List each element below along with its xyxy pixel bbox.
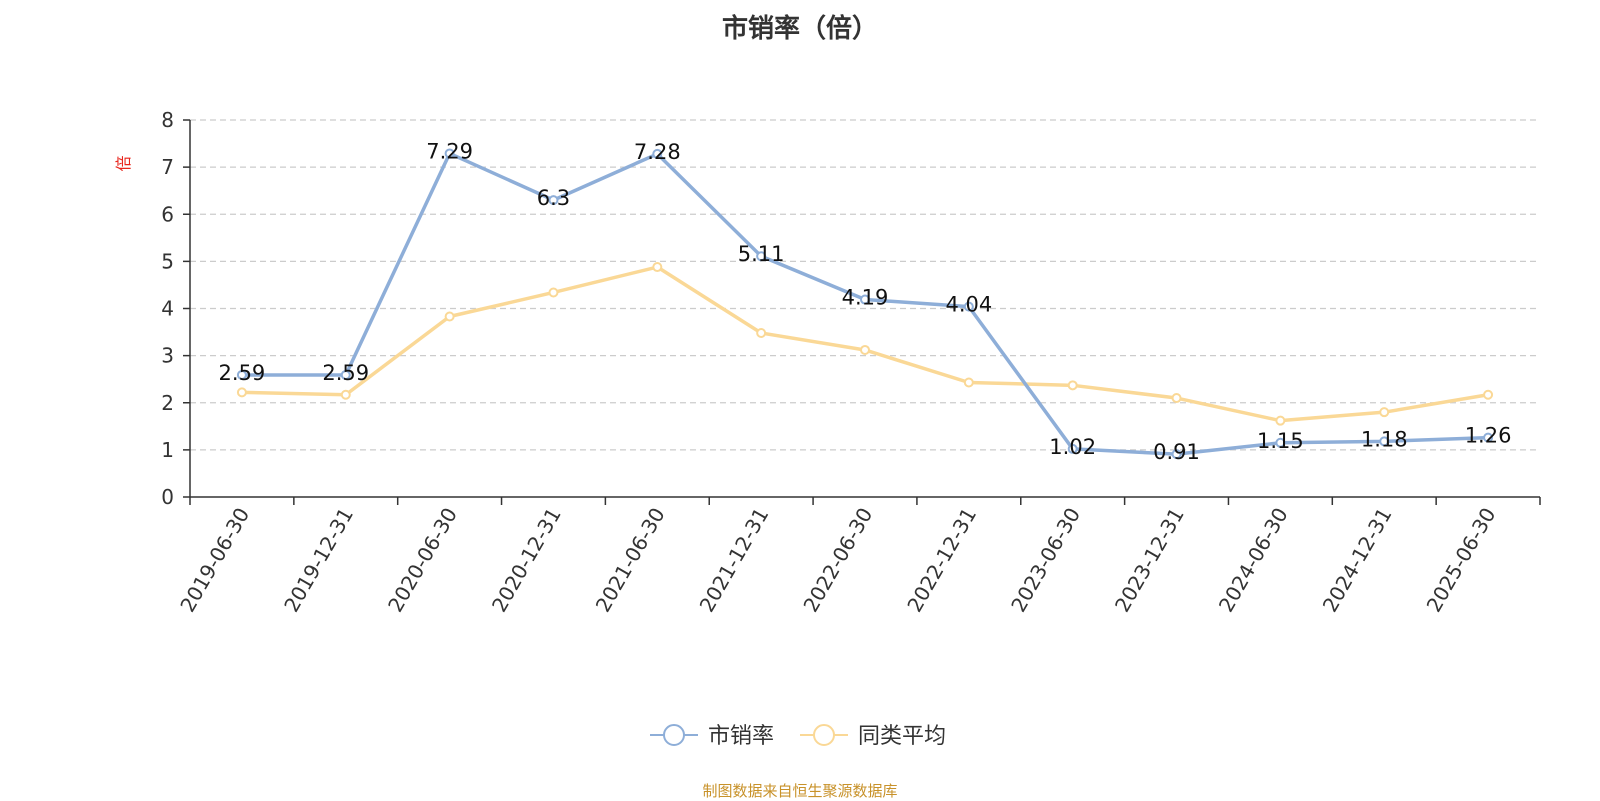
data-label: 1.15	[1257, 429, 1304, 453]
data-point[interactable]	[652, 148, 663, 159]
series-lines	[236, 148, 1494, 460]
data-point[interactable]	[340, 389, 351, 400]
data-point[interactable]	[548, 195, 559, 206]
data-point[interactable]	[1171, 449, 1182, 460]
data-labels: 2.59 2.59 7.29 6.3 7.28 5.11 4.19 4.04 1.02 0.91 1…	[219, 139, 1512, 464]
legend-swatch-marker[interactable]	[813, 724, 835, 746]
grid-lines	[190, 119, 1540, 451]
y-tick-label: 2	[161, 391, 174, 415]
x-tick-label: 2023-06-30	[1006, 504, 1085, 617]
data-label: 2.59	[322, 361, 369, 385]
data-point[interactable]	[1171, 393, 1182, 404]
y-tick-label: 1	[161, 438, 174, 462]
data-label: 6.3	[537, 186, 570, 210]
x-tick-label: 2022-12-31	[902, 504, 981, 617]
data-point[interactable]	[1379, 436, 1390, 447]
data-point[interactable]	[756, 328, 767, 339]
x-tick-label: 2021-12-31	[695, 504, 774, 617]
data-point[interactable]	[444, 311, 455, 322]
data-point[interactable]	[860, 294, 870, 305]
data-point[interactable]	[340, 369, 351, 380]
legend[interactable]: 市销率 同类平均	[650, 724, 946, 749]
x-tick-label: 2020-06-30	[383, 503, 462, 616]
x-tick-label: 2024-06-30	[1214, 504, 1293, 617]
data-point[interactable]	[860, 344, 870, 355]
data-point[interactable]	[548, 287, 559, 298]
data-point[interactable]	[1067, 380, 1078, 391]
x-tick-label: 2021-06-30	[591, 504, 670, 617]
data-point[interactable]	[1275, 437, 1286, 448]
data-point[interactable]	[756, 251, 767, 262]
data-label: 1.26	[1465, 424, 1512, 448]
data-point[interactable]	[236, 387, 247, 398]
source-note: 制图数据来自恒生聚源数据库	[702, 782, 898, 800]
data-label: 1.02	[1049, 435, 1096, 459]
data-point[interactable]	[236, 369, 247, 380]
data-point[interactable]	[963, 377, 974, 388]
y-tick-label: 4	[161, 297, 174, 321]
y-tick-label: 3	[161, 344, 174, 368]
data-point[interactable]	[963, 301, 974, 312]
x-tick-label: 2020-12-31	[487, 504, 566, 617]
data-label: 0.91	[1153, 440, 1200, 464]
data-label: 7.28	[634, 140, 681, 164]
legend-label[interactable]: 市销率	[708, 724, 774, 749]
data-point[interactable]	[1379, 407, 1390, 418]
x-tick-label: 2019-06-30	[175, 504, 254, 617]
legend-swatch-marker[interactable]	[663, 724, 685, 746]
y-tick-label: 7	[161, 155, 174, 179]
y-tick-label: 8	[161, 108, 174, 132]
x-tick-label: 2023-12-31	[1110, 504, 1189, 617]
x-tick-label: 2019-12-31	[279, 504, 358, 617]
x-tick-label: 2025-06-30	[1422, 504, 1501, 617]
y-axis-label: 倍	[114, 155, 133, 171]
y-tick-label: 0	[161, 485, 174, 509]
legend-label[interactable]: 同类平均	[858, 724, 946, 749]
data-label: 1.18	[1361, 427, 1408, 451]
x-tick-label: 2024-12-31	[1318, 504, 1397, 617]
data-label: 7.29	[426, 139, 473, 163]
data-label: 2.59	[219, 361, 266, 385]
x-tick-label: 2022-06-30	[798, 504, 877, 617]
data-point[interactable]	[1067, 443, 1078, 454]
data-point[interactable]	[1275, 415, 1286, 426]
y-tick-label: 5	[161, 249, 174, 273]
data-point[interactable]	[1483, 389, 1494, 400]
y-tick-label: 6	[161, 202, 174, 226]
data-point[interactable]	[652, 262, 663, 273]
data-point[interactable]	[1483, 432, 1494, 443]
chart-title: 市销率（倍）	[721, 14, 878, 44]
data-label: 4.19	[842, 286, 889, 310]
data-label: 4.04	[945, 293, 992, 317]
data-label: 5.11	[738, 242, 785, 266]
data-point[interactable]	[444, 148, 455, 159]
